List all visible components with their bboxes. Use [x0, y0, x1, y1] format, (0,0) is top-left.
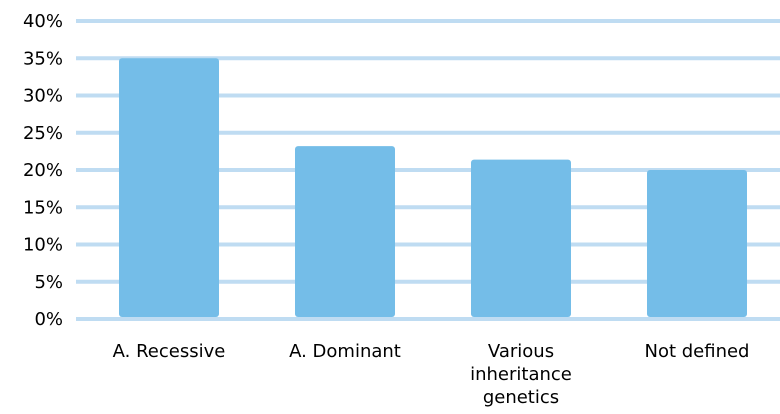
x-category-label: Not defined — [644, 341, 749, 362]
bar — [119, 58, 219, 317]
x-category-label: A. Recessive — [113, 341, 226, 362]
x-category-label-line: Not defined — [644, 341, 749, 362]
y-tick-label: 0% — [34, 309, 63, 330]
y-tick-label: 25% — [23, 123, 63, 144]
y-tick-label: 15% — [23, 197, 63, 218]
bar — [295, 146, 395, 317]
y-tick-label: 40% — [23, 11, 63, 32]
y-axis-tick-labels: 0% 5% 10% 15% 20% 25% 30% 35% 40% — [23, 11, 63, 330]
y-tick-label: 10% — [23, 235, 63, 256]
x-axis-category-labels: A. Recessive A. Dominant Various inheritanc… — [113, 341, 750, 408]
bars — [119, 58, 747, 317]
y-tick-label: 35% — [23, 48, 63, 69]
y-tick-label: 20% — [23, 160, 63, 181]
x-category-label: Various inheritance genetics — [470, 341, 572, 408]
bar — [647, 170, 747, 317]
y-tick-label: 30% — [23, 86, 63, 107]
y-tick-label: 5% — [34, 272, 63, 293]
x-category-label-line: A. Recessive — [113, 341, 226, 362]
x-category-label-line: inheritance — [470, 364, 572, 385]
x-category-label-line: A. Dominant — [289, 341, 401, 362]
x-category-label-line: Various — [488, 341, 554, 362]
x-category-label-line: genetics — [483, 387, 559, 408]
bar — [471, 159, 571, 317]
x-category-label: A. Dominant — [289, 341, 401, 362]
